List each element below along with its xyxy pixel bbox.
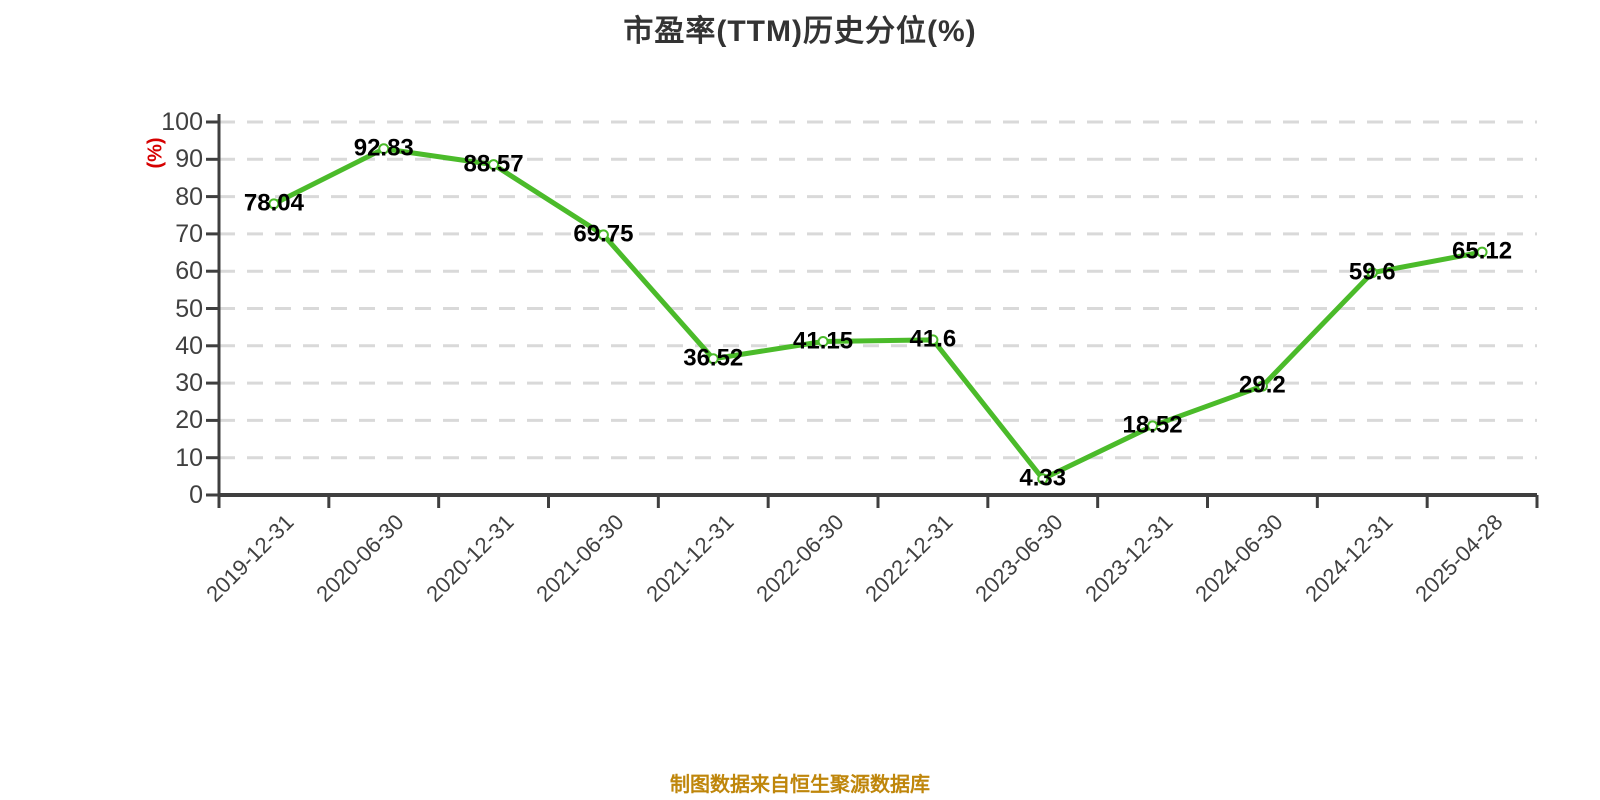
data-point-label: 36.52: [683, 344, 744, 372]
y-axis-tick-label: 100: [161, 108, 203, 136]
y-axis-tick-label: 10: [175, 443, 203, 472]
series-line: [271, 146, 1485, 482]
y-axis-tick-label: 80: [175, 182, 203, 211]
y-axis-tick-label: 70: [175, 219, 203, 248]
data-point-marker: [817, 336, 829, 348]
data-point-label: 88.57: [463, 150, 524, 178]
data-point-label: 41.15: [793, 326, 854, 354]
data-point-marker: [488, 159, 500, 171]
y-axis-tick-label: 40: [175, 331, 203, 360]
data-point-marker: [1476, 246, 1488, 258]
y-axis-tick-label: 50: [175, 294, 203, 323]
data-point-label: 18.52: [1122, 411, 1183, 439]
footer-data-source: 制图数据来自恒生聚源数据库: [670, 774, 930, 796]
y-axis-tick-label: 60: [175, 257, 203, 286]
data-point-marker: [707, 353, 719, 365]
y-axis-tick-label: 20: [175, 406, 203, 435]
data-point-label: 65.12: [1452, 237, 1513, 265]
data-point-marker: [927, 334, 939, 346]
data-point-label: 92.83: [353, 134, 414, 162]
data-point-marker: [1256, 380, 1268, 392]
data-point-label: 59.6: [1348, 258, 1396, 286]
data-point-marker: [378, 143, 390, 155]
data-point-label: 29.2: [1239, 371, 1286, 399]
data-point-marker: [1037, 473, 1049, 485]
data-point-marker: [597, 229, 609, 241]
data-point-marker: [1147, 420, 1159, 432]
data-point-label: 41.6: [909, 325, 957, 353]
data-point-label: 69.75: [573, 220, 634, 248]
data-point-marker: [268, 198, 280, 210]
y-axis-tick-label: 90: [175, 145, 203, 174]
data-point-label: 4.33: [1019, 464, 1067, 492]
y-axis-tick-label: 0: [189, 481, 203, 509]
data-point-marker: [1366, 267, 1378, 279]
data-point-label: 78.04: [243, 189, 304, 217]
y-axis-tick-label: 30: [175, 369, 203, 398]
chart-title: 市盈率(TTM)历史分位(%): [623, 15, 977, 48]
